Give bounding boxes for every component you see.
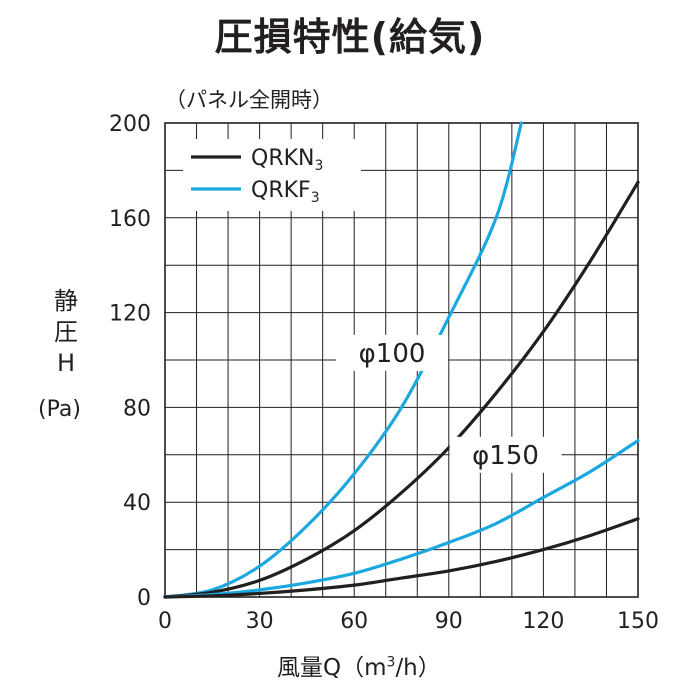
series-line-QRKN3-φ100	[163, 180, 640, 599]
series-line-QRKF3-φ100	[163, 121, 523, 599]
y-axis-label: 静 圧 H	[46, 286, 86, 379]
x-axis-unit-suffix: /h）	[395, 655, 441, 681]
x-tick-label: 0	[158, 609, 172, 634]
x-tick-label: 90	[435, 609, 463, 634]
y-tick-label: 200	[109, 112, 151, 137]
y-tick-label: 40	[123, 491, 151, 516]
y-axis-unit: (Pa)	[38, 397, 81, 422]
x-axis-unit-sup: 3	[386, 654, 396, 671]
annotation-label: φ150	[472, 441, 539, 471]
x-tick-label: 30	[246, 609, 274, 634]
chart-title: 圧損特性(給気)	[214, 15, 486, 59]
x-axis-unit-prefix: （m	[341, 655, 387, 681]
y-axis-label-line-3: H	[56, 349, 76, 377]
y-axis-label-line-1: 静	[54, 287, 78, 315]
legend-label: QRKF3	[251, 178, 320, 206]
legend-label: QRKN3	[251, 146, 323, 174]
x-tick-label: 60	[340, 609, 368, 634]
x-tick-label: 150	[617, 609, 659, 634]
y-tick-label: 160	[109, 207, 151, 232]
y-tick-label: 0	[137, 586, 151, 611]
series-line-QRKF3-φ150	[163, 438, 640, 599]
series-line-QRKN3-φ150	[163, 517, 640, 599]
y-tick-label: 80	[123, 396, 151, 421]
plot-frame	[164, 122, 639, 598]
annotation-backing	[449, 436, 562, 473]
annotation-backing	[336, 334, 449, 371]
annotation-label: φ100	[359, 339, 426, 369]
y-tick-label: 120	[109, 302, 151, 327]
y-axis-label-line-2: 圧	[54, 318, 78, 346]
chart-subtitle: （パネル全開時）	[165, 88, 333, 112]
x-axis-label: 風量Q（m3/h）	[277, 648, 441, 682]
x-axis-label-text: 風量Q	[277, 655, 342, 681]
legend-box	[183, 139, 361, 211]
x-tick-label: 120	[522, 609, 564, 634]
